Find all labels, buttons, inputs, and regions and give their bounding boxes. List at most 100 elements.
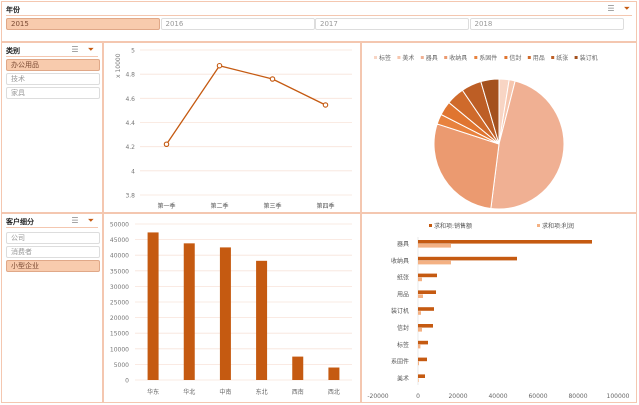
bar-profit bbox=[418, 277, 422, 282]
y-tick-label: 用品 bbox=[397, 291, 409, 298]
x-tick-label: 100000 bbox=[607, 393, 630, 400]
x-tick-label: 第二季 bbox=[210, 202, 228, 210]
bar-profit bbox=[418, 311, 421, 315]
clear-filter-icon[interactable]: ⏷ bbox=[87, 45, 94, 54]
legend-swatch bbox=[527, 56, 531, 59]
legend-label: 纸张 bbox=[556, 54, 568, 62]
divider bbox=[6, 15, 632, 16]
y-axis-label: x 10000 bbox=[115, 53, 122, 78]
x-tick-label: 东北 bbox=[256, 388, 268, 396]
slicer-item-2018[interactable]: 2018 bbox=[469, 18, 624, 30]
bar bbox=[183, 243, 195, 380]
y-tick-label: 0 bbox=[125, 378, 129, 385]
x-tick-label: 80000 bbox=[568, 393, 587, 400]
data-point bbox=[322, 102, 329, 108]
multi-select-icon[interactable]: ☰ bbox=[71, 45, 79, 54]
y-tick-label: 系固件 bbox=[391, 358, 409, 366]
line-series bbox=[165, 64, 326, 145]
bar bbox=[256, 260, 268, 380]
x-tick-label: 60000 bbox=[528, 393, 547, 400]
y-tick-label: 4.2 bbox=[125, 144, 135, 151]
slicer-item-2015[interactable]: 2015 bbox=[6, 18, 160, 30]
bar bbox=[147, 232, 159, 380]
bar bbox=[328, 367, 340, 380]
x-tick-label: -20000 bbox=[367, 393, 388, 400]
bar-profit bbox=[418, 244, 451, 248]
y-tick-label: 20000 bbox=[110, 315, 129, 322]
x-tick-label: 中南 bbox=[219, 388, 231, 396]
bar-profit bbox=[418, 294, 423, 298]
slicer-item-家具[interactable]: 家具 bbox=[6, 87, 100, 99]
bar-profit bbox=[418, 361, 419, 366]
legend-swatch bbox=[504, 56, 508, 59]
legend-label: 器具 bbox=[426, 55, 438, 62]
legend-label: 装订机 bbox=[580, 54, 598, 62]
legend-swatch bbox=[374, 56, 377, 59]
y-tick-label: 4.6 bbox=[125, 96, 135, 103]
slicer-item-技术[interactable]: 技术 bbox=[6, 73, 100, 85]
y-tick-label: 装订机 bbox=[391, 307, 409, 315]
y-tick-label: 10000 bbox=[110, 346, 129, 353]
legend-swatch bbox=[429, 224, 432, 227]
pie-slice bbox=[433, 123, 500, 210]
bar-profit bbox=[418, 260, 451, 265]
slicer-item-消费者[interactable]: 消费者 bbox=[6, 246, 100, 258]
y-tick-label: 40000 bbox=[110, 253, 129, 260]
slicer-item-2016[interactable]: 2016 bbox=[160, 18, 315, 30]
legend-swatch bbox=[574, 56, 578, 59]
x-tick-label: 0 bbox=[416, 393, 420, 400]
divider bbox=[6, 56, 98, 57]
data-point bbox=[269, 76, 276, 82]
legend-label: 求和项:利润 bbox=[542, 222, 574, 230]
divider bbox=[6, 227, 98, 228]
bar bbox=[292, 356, 304, 380]
y-tick-label: 25000 bbox=[110, 300, 129, 307]
legend-swatch bbox=[420, 56, 424, 59]
multi-select-icon[interactable]: ☰ bbox=[71, 216, 79, 225]
bar-sales bbox=[418, 357, 427, 362]
legend-label: 系固件 bbox=[479, 54, 497, 62]
x-tick-label: 第三季 bbox=[263, 202, 281, 210]
year-slicer-title: 年份 bbox=[6, 6, 20, 14]
bar-sales bbox=[418, 256, 517, 261]
x-tick-label: 40000 bbox=[488, 393, 507, 400]
x-tick-label: 20000 bbox=[448, 393, 467, 400]
y-tick-label: 标签 bbox=[397, 341, 409, 349]
segment-slicer: 客户细分 ☰ ⏷ 公司 消费者 小型企业 bbox=[1, 213, 103, 403]
bar-sales bbox=[418, 324, 433, 328]
legend-label: 标签 bbox=[379, 54, 391, 62]
legend-label: 信封 bbox=[509, 54, 521, 62]
bar-sales bbox=[418, 273, 437, 278]
y-tick-label: 4.4 bbox=[125, 120, 135, 127]
bar-sales bbox=[418, 340, 428, 345]
legend-swatch bbox=[551, 56, 555, 59]
year-slicer: 年份 ☰ ⏷ 2015 2016 2017 2018 bbox=[1, 1, 637, 42]
x-tick-label: 西北 bbox=[328, 388, 340, 396]
slicer-item-小型企业[interactable]: 小型企业 bbox=[6, 260, 100, 272]
x-tick-label: 华北 bbox=[183, 388, 195, 396]
bar-profit bbox=[418, 378, 419, 382]
slicer-item-公司[interactable]: 公司 bbox=[6, 232, 100, 244]
legend-label: 收纳具 bbox=[449, 54, 467, 62]
bar-sales bbox=[418, 307, 434, 311]
pie-slice bbox=[480, 78, 500, 145]
slicer-item-2017[interactable]: 2017 bbox=[315, 18, 469, 30]
slicer-item-办公用品[interactable]: 办公用品 bbox=[6, 59, 100, 71]
y-tick-label: 50000 bbox=[110, 222, 129, 229]
y-tick-label: 45000 bbox=[110, 237, 129, 244]
x-tick-label: 华东 bbox=[147, 388, 159, 396]
y-tick-label: 5000 bbox=[114, 362, 129, 369]
bar-chart-panel bbox=[103, 213, 361, 403]
category-slicer-title: 类别 bbox=[6, 47, 20, 55]
y-tick-label: 收纳具 bbox=[391, 257, 409, 265]
clear-filter-icon[interactable]: ⏷ bbox=[623, 4, 630, 13]
x-tick-label: 第四季 bbox=[316, 202, 334, 210]
clear-filter-icon[interactable]: ⏷ bbox=[87, 216, 94, 225]
legend-swatch bbox=[397, 56, 401, 59]
legend-label: 美术 bbox=[402, 54, 414, 62]
bar-profit bbox=[418, 328, 422, 332]
bar-sales bbox=[418, 374, 425, 378]
multi-select-icon[interactable]: ☰ bbox=[607, 4, 615, 13]
x-tick-label: 第一季 bbox=[157, 202, 175, 210]
